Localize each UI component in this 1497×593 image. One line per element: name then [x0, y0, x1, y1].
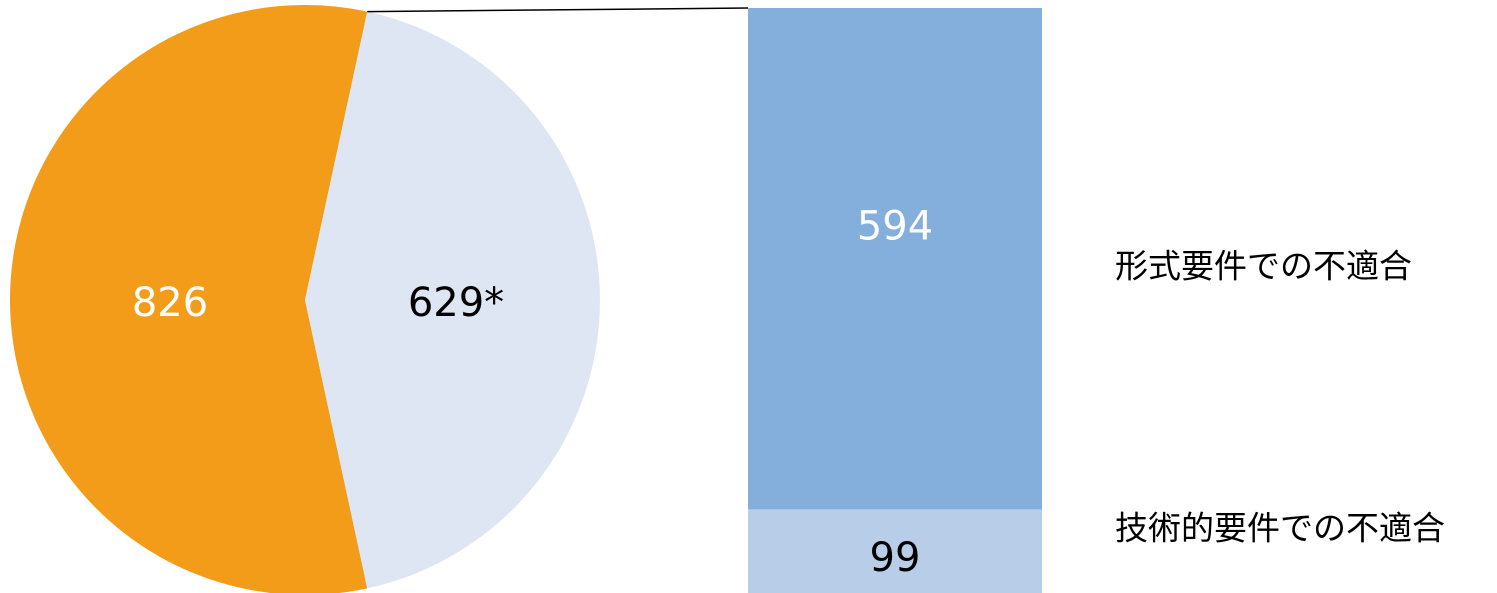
connector-lines: [367, 7, 749, 13]
bar-segment-label: 99: [870, 535, 921, 581]
stacked-bar: 594 99: [748, 8, 1042, 593]
bar-segment-99: [748, 509, 1042, 593]
pie-slice-label: 826: [132, 280, 208, 326]
category-label: 形式要件での不適合: [1115, 247, 1412, 286]
pie-slice-label: 629*: [408, 280, 504, 326]
pie-chart: 826 629*: [9, 5, 600, 593]
category-label: 技術的要件での不適合: [1115, 509, 1445, 548]
bar-segment-594: [748, 8, 1042, 510]
pie-slice-826: [9, 5, 368, 593]
bar-segment-label: 594: [857, 204, 933, 250]
connector-line-top: [367, 7, 749, 13]
pie-slice-629: [305, 11, 600, 589]
